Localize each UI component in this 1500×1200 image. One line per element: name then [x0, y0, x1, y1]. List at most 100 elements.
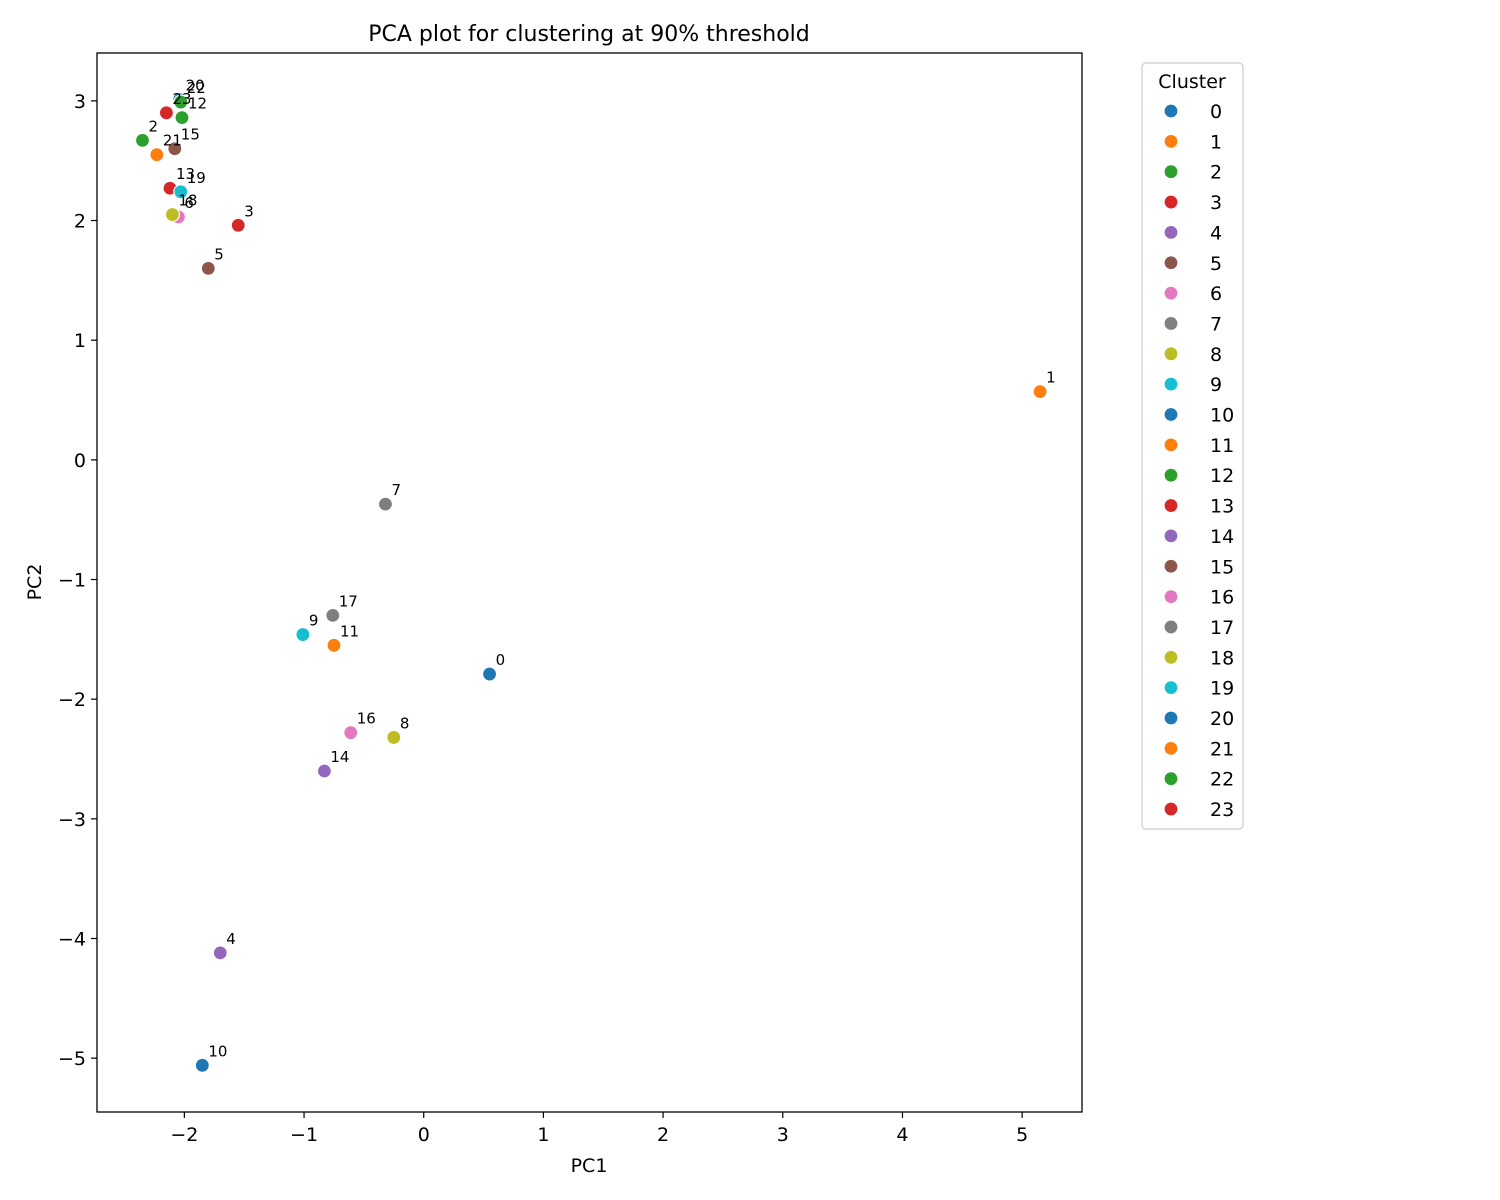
data-point	[325, 607, 341, 624]
legend-marker	[1163, 406, 1179, 423]
legend-marker	[1163, 164, 1179, 180]
data-point	[230, 217, 246, 233]
y-tick-label: 1	[74, 330, 86, 352]
point-label: 14	[330, 748, 349, 766]
legend-marker	[1163, 497, 1179, 514]
legend-marker	[1163, 376, 1179, 392]
legend-label: 3	[1210, 192, 1222, 214]
legend-label: 20	[1210, 708, 1234, 730]
point-label: 6	[184, 194, 194, 212]
data-point	[386, 729, 402, 746]
chart-title: PCA plot for clustering at 90% threshold	[368, 22, 810, 47]
x-tick-label: −2	[170, 1124, 198, 1146]
point-label: 23	[172, 90, 191, 108]
point-label: 2	[148, 117, 158, 135]
legend-label: 22	[1210, 769, 1234, 791]
legend-label: 13	[1210, 496, 1234, 518]
y-tick-label: −5	[58, 1048, 86, 1070]
legend-label: 0	[1210, 101, 1222, 123]
data-point	[134, 132, 151, 148]
legend-marker	[1163, 649, 1179, 665]
data-point	[194, 1057, 210, 1073]
legend-label: 2	[1210, 162, 1222, 184]
legend-marker	[1163, 315, 1179, 332]
data-point	[173, 184, 189, 200]
x-tick-label: 1	[537, 1124, 549, 1146]
legend-label: 6	[1210, 283, 1222, 305]
points-layer	[134, 92, 1048, 1073]
legend-label: 17	[1210, 617, 1234, 639]
legend-label: 15	[1210, 556, 1234, 578]
point-label: 7	[391, 481, 401, 499]
point-label: 22	[187, 79, 206, 97]
y-tick-label: −3	[58, 809, 86, 831]
point-label: 19	[187, 169, 206, 187]
data-point	[1032, 384, 1048, 400]
y-tick-label: 2	[74, 211, 86, 233]
point-label: 4	[226, 930, 236, 948]
legend-label: 7	[1210, 313, 1222, 335]
legend-marker	[1163, 771, 1179, 787]
point-label: 18	[178, 192, 197, 210]
data-point	[167, 141, 183, 157]
legend-label: 12	[1210, 465, 1234, 487]
point-label: 8	[400, 714, 410, 732]
x-tick-label: −1	[290, 1124, 318, 1146]
legend: Cluster 01234567891011121314151617181920…	[1141, 62, 1244, 830]
point-label: 3	[244, 202, 254, 220]
y-tick-label: −2	[58, 689, 86, 711]
data-point	[174, 110, 190, 126]
legend-marker	[1163, 224, 1179, 240]
data-point	[326, 637, 342, 653]
legend-marker	[1163, 103, 1179, 119]
legend-marker	[1163, 740, 1179, 756]
x-tick-label: 5	[1016, 1124, 1028, 1146]
y-tick-label: −1	[58, 570, 86, 592]
legend-marker	[1163, 588, 1179, 605]
legend-label: 5	[1210, 253, 1222, 275]
legend-marker	[1163, 194, 1179, 210]
point-label: 15	[181, 126, 200, 144]
legend-marker	[1163, 558, 1179, 574]
legend-marker	[1163, 437, 1179, 453]
legend-title: Cluster	[1158, 71, 1226, 93]
data-point	[164, 206, 181, 223]
y-tick-label: −4	[58, 928, 86, 950]
y-axis-label: PC2	[24, 564, 46, 601]
point-label: 9	[309, 612, 319, 630]
data-point	[173, 94, 189, 110]
legend-marker	[1163, 710, 1179, 726]
x-tick-label: 4	[896, 1124, 908, 1146]
x-axis-label: PC1	[571, 1155, 608, 1177]
data-point	[377, 496, 394, 512]
x-tick-label: 2	[657, 1124, 669, 1146]
point-label: 20	[186, 77, 205, 95]
x-axis-ticks: −2 −1 0 1 2 3 4 5	[170, 1112, 1028, 1146]
legend-label: 10	[1210, 405, 1234, 427]
legend-label: 23	[1210, 799, 1234, 821]
plot-frame	[96, 52, 1083, 1113]
data-point	[295, 626, 311, 643]
point-label: 17	[339, 592, 358, 610]
data-point	[149, 147, 165, 163]
point-label: 10	[208, 1042, 227, 1060]
data-point	[316, 763, 332, 779]
legend-frame	[1141, 62, 1244, 830]
legend-label: 19	[1210, 678, 1234, 700]
legend-marker	[1163, 346, 1179, 362]
point-label: 1	[1046, 369, 1056, 387]
point-label: 5	[214, 245, 224, 263]
point-label: 11	[340, 622, 359, 640]
legend-label: 14	[1210, 526, 1234, 548]
legend-marker	[1163, 801, 1179, 817]
legend-marker	[1163, 133, 1179, 149]
data-point	[200, 260, 216, 276]
data-point	[481, 666, 498, 682]
x-tick-label: 3	[777, 1124, 789, 1146]
legend-label: 11	[1210, 435, 1234, 457]
data-point	[343, 725, 359, 741]
legend-marker	[1163, 285, 1179, 301]
legend-label: 16	[1210, 587, 1234, 609]
